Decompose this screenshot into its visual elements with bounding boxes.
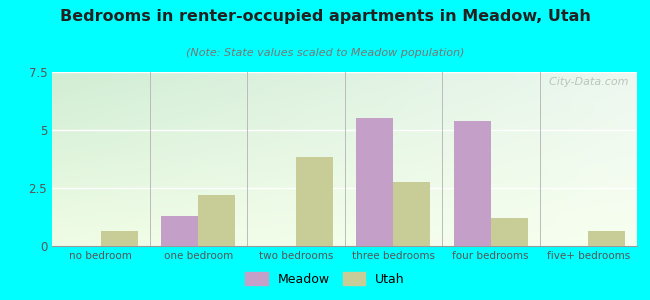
Text: (Note: State values scaled to Meadow population): (Note: State values scaled to Meadow pop… <box>186 48 464 58</box>
Bar <box>161 216 198 246</box>
Text: Bedrooms in renter-occupied apartments in Meadow, Utah: Bedrooms in renter-occupied apartments i… <box>60 9 590 24</box>
Bar <box>296 157 333 246</box>
Text: City-Data.com: City-Data.com <box>541 77 628 87</box>
Bar <box>356 118 393 246</box>
Bar <box>588 231 625 246</box>
Bar <box>454 121 491 246</box>
Bar <box>101 231 138 246</box>
Legend: Meadow, Utah: Meadow, Utah <box>240 267 410 291</box>
Bar <box>491 218 528 246</box>
Bar <box>393 182 430 246</box>
Bar <box>198 195 235 246</box>
